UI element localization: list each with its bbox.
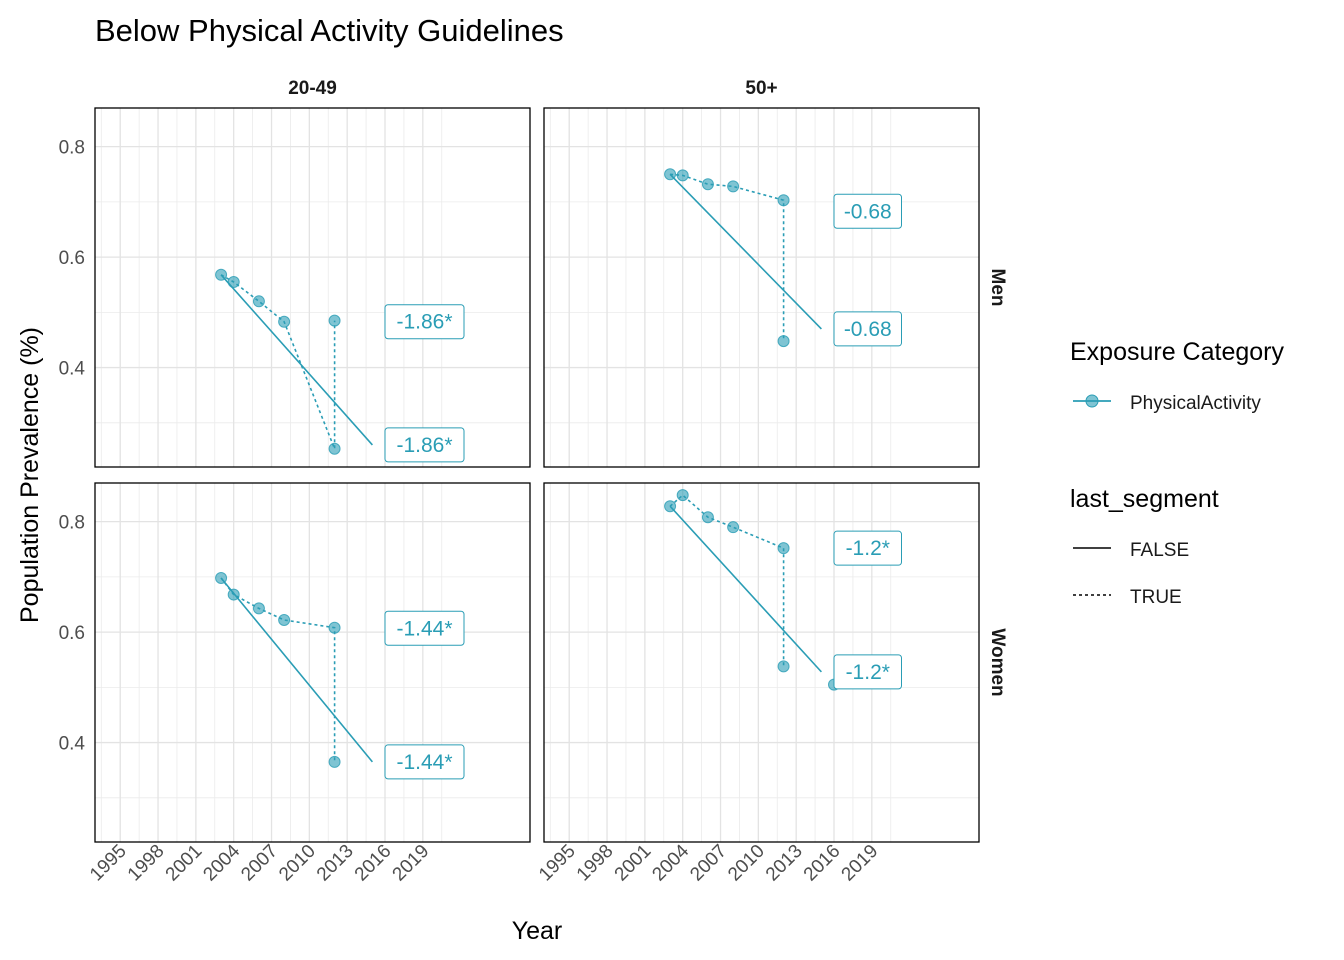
strip-label-50: 50+ bbox=[745, 78, 777, 99]
strip-label-20-49: 20-49 bbox=[288, 78, 337, 99]
data-label: -0.68 bbox=[844, 318, 892, 341]
data-point bbox=[278, 613, 291, 626]
data-point bbox=[664, 500, 677, 513]
series-line-dotted bbox=[220, 577, 336, 762]
data-point bbox=[252, 602, 265, 615]
panels-layer: 20-49 50+ Men Women -1.86* -1.86* 0.4 0.6 0.8 -0.… bbox=[59, 78, 1008, 885]
legend-title-segment: last_segment bbox=[1070, 485, 1219, 513]
data-label: -1.44* bbox=[396, 751, 452, 774]
data-point bbox=[727, 521, 740, 534]
x-tick-label: 2001 bbox=[162, 841, 207, 886]
panel-50-women: -1.2*-1.2*199519982001200420072010201320… bbox=[535, 482, 980, 886]
panel-20-49-women: -1.44* -1.44* 0.4 0.6 0.8 1995199820012004200… bbox=[59, 482, 531, 886]
panel-border bbox=[94, 107, 531, 468]
x-tick-label: 2013 bbox=[313, 841, 358, 886]
x-tick-label: 2004 bbox=[648, 840, 693, 885]
data-label: -0.68 bbox=[844, 200, 892, 223]
y-tick-label: 0.8 bbox=[59, 513, 85, 534]
data-label-box bbox=[833, 530, 902, 566]
data-point bbox=[278, 315, 291, 328]
x-tick-label: 2007 bbox=[686, 841, 731, 886]
x-tick-label: 1998 bbox=[573, 841, 618, 886]
data-point bbox=[227, 588, 240, 601]
series-line-dotted bbox=[669, 494, 785, 667]
legend-title-exposure: Exposure Category bbox=[1070, 338, 1285, 366]
panel-20-49-men: -1.86* -1.86* 0.4 0.6 0.8 bbox=[59, 107, 531, 468]
data-point bbox=[328, 314, 341, 327]
x-tick-label: 2010 bbox=[724, 841, 769, 886]
x-tick-label: 1998 bbox=[124, 841, 169, 886]
data-point bbox=[252, 295, 265, 308]
data-point bbox=[215, 268, 228, 281]
x-tick-label: 1995 bbox=[86, 841, 131, 886]
data-point bbox=[777, 542, 790, 555]
x-axis-title: Year bbox=[512, 917, 563, 945]
strip-label-women: Women bbox=[987, 628, 1008, 696]
data-point bbox=[328, 621, 341, 634]
x-tick-label: 2019 bbox=[389, 841, 434, 886]
data-label-box bbox=[833, 654, 902, 690]
data-point bbox=[227, 275, 240, 288]
x-tick-label: 2019 bbox=[838, 841, 883, 886]
data-label: -1.44* bbox=[396, 617, 452, 640]
x-tick-label: 2016 bbox=[351, 841, 396, 886]
legend-label-physicalactivity: PhysicalActivity bbox=[1130, 393, 1261, 414]
y-tick-label: 0.8 bbox=[59, 138, 85, 159]
x-tick-label: 1995 bbox=[535, 841, 580, 886]
y-axis-title: Population Prevalence (%) bbox=[16, 327, 44, 623]
data-point bbox=[701, 178, 714, 191]
data-label: -1.86* bbox=[396, 311, 452, 334]
y-tick-label: 0.4 bbox=[59, 734, 86, 755]
data-label-box bbox=[833, 193, 902, 229]
data-label-box bbox=[833, 311, 902, 347]
x-tick-label: 2007 bbox=[237, 841, 282, 886]
x-tick-label: 2013 bbox=[762, 841, 807, 886]
series-line-solid bbox=[669, 505, 822, 673]
data-label: -1.86* bbox=[396, 434, 452, 457]
y-tick-label: 0.6 bbox=[59, 248, 85, 269]
data-point bbox=[777, 335, 790, 348]
strip-label-men: Men bbox=[987, 269, 1008, 307]
data-label: -1.2* bbox=[846, 661, 890, 684]
data-label-box bbox=[384, 304, 465, 340]
chart-title: Below Physical Activity Guidelines bbox=[95, 13, 564, 48]
data-label-box bbox=[384, 610, 465, 646]
data-point bbox=[676, 169, 689, 182]
series-line-solid bbox=[669, 173, 822, 330]
data-point bbox=[328, 755, 341, 768]
data-point bbox=[664, 168, 677, 181]
y-tick-label: 0.4 bbox=[59, 359, 86, 380]
data-label-box bbox=[384, 744, 465, 780]
data-point bbox=[676, 489, 689, 502]
data-point bbox=[215, 571, 228, 584]
data-point bbox=[727, 180, 740, 193]
series-line-dotted bbox=[670, 173, 785, 342]
data-label: -1.2* bbox=[846, 537, 890, 560]
series-line-solid bbox=[220, 577, 374, 763]
data-point bbox=[328, 442, 341, 455]
legend-label-true: TRUE bbox=[1130, 587, 1182, 608]
series-line-solid bbox=[220, 274, 373, 446]
legend-label-false: FALSE bbox=[1130, 540, 1189, 561]
x-tick-label: 2004 bbox=[199, 840, 244, 885]
legend-key-point-physicalactivity bbox=[1085, 394, 1099, 408]
legend: Exposure Category PhysicalActivity last_… bbox=[1070, 338, 1285, 608]
data-point bbox=[701, 511, 714, 524]
x-tick-label: 2010 bbox=[275, 841, 320, 886]
panel-50-men: -0.68 -0.68 bbox=[543, 107, 980, 468]
x-tick-label: 2001 bbox=[611, 841, 656, 886]
y-tick-label: 0.6 bbox=[59, 623, 85, 644]
panel-border bbox=[543, 482, 980, 843]
data-point bbox=[777, 194, 790, 207]
panel-border bbox=[94, 482, 531, 843]
panel-border bbox=[543, 107, 980, 468]
x-tick-label: 2016 bbox=[800, 841, 845, 886]
data-point bbox=[777, 660, 790, 673]
data-label-box bbox=[384, 427, 465, 463]
